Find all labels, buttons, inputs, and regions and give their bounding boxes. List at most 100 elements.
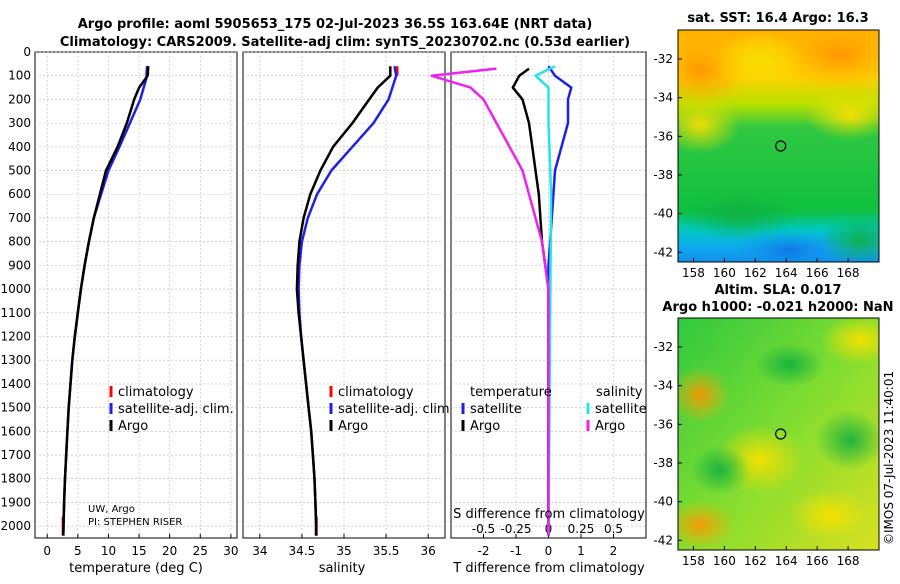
sst-map-frame <box>677 29 880 263</box>
salinity-legend: climatology satellite-adj. clim. Argo <box>329 385 454 434</box>
depth-tick-label: 1100 <box>0 306 31 320</box>
depth-tick-label: 700 <box>8 211 31 225</box>
s-difference-xlabel: S difference from climatology <box>453 507 645 522</box>
difference-legend: temperature satellite Argo salinity sate… <box>461 385 647 434</box>
latitude-tick-label: -42 <box>653 245 673 259</box>
temperature-axes <box>34 51 238 539</box>
depth-tick-label: 100 <box>8 69 31 83</box>
sla-map-frame <box>677 317 880 551</box>
x-tick-label: 0 <box>545 544 553 558</box>
x-tick-label: 35.5 <box>373 544 400 558</box>
salinity-argo-line <box>430 67 550 536</box>
depth-tick-label: 300 <box>8 116 31 130</box>
s-tick-label: 0.5 <box>604 522 623 536</box>
x-tick-label: 36 <box>421 544 436 558</box>
depth-tick-label: 800 <box>8 235 31 249</box>
longitude-tick-label: 158 <box>682 266 705 280</box>
legend-climatology-label: climatology <box>118 385 194 400</box>
sst-map-panel: sat. SST: 16.4 Argo: 16.3 158 160 162 164 16… <box>653 11 880 280</box>
sst-map-ticks: 158 160 162 164 166 168 -32 -34 -36 -38 -40 -42 <box>653 52 859 280</box>
latitude-tick-label: -32 <box>653 340 673 354</box>
x-tick-label: 35 <box>336 544 351 558</box>
longitude-tick-label: 158 <box>682 554 705 568</box>
difference-panel: -2 -1 0 1 2 -0.5 -0.25 0 0.25 0.5 S difference f… <box>430 51 647 576</box>
depth-tick-label: 1500 <box>0 401 31 415</box>
legend-salinity-title: salinity <box>596 385 643 400</box>
latitude-tick-label: -40 <box>653 495 673 509</box>
pi-annotation: PI: STEPHEN RISER <box>88 517 182 528</box>
legend-t-satellite-label: satellite <box>470 402 522 417</box>
latitude-tick-label: -32 <box>653 52 673 66</box>
legend-temperature-title: temperature <box>470 385 552 400</box>
temperature-grid <box>35 51 237 538</box>
legend-satellite-label: satellite-adj. clim. <box>118 402 234 417</box>
x-tick-label: 15 <box>131 544 146 558</box>
longitude-tick-label: 166 <box>806 266 829 280</box>
longitude-tick-label: 160 <box>713 266 736 280</box>
legend-climatology-label: climatology <box>338 385 414 400</box>
latitude-tick-label: -36 <box>653 129 673 143</box>
longitude-tick-label: 164 <box>775 266 798 280</box>
depth-tick-labels: 0 100 200 300 400 500 600 700 800 900 1000 1100 1200… <box>0 45 31 533</box>
x-tick-label: 25 <box>193 544 208 558</box>
x-tick-label: -1 <box>510 544 522 558</box>
latitude-tick-label: -38 <box>653 456 673 470</box>
temperature-panel: 0100200300400500600700800900100011001200… <box>0 45 238 576</box>
legend-s-satellite-label: satellite <box>595 402 647 417</box>
imos-watermark: ©IMOS 07-Jul-2023 11:40:01 <box>882 371 896 545</box>
salinity-tick-labels: 34 34.5 35 35.5 36 <box>252 544 436 558</box>
temperature-xlabel: temperature (deg C) <box>69 561 203 576</box>
salinity-satellite-line <box>534 65 556 536</box>
salinity-series <box>295 65 399 536</box>
longitude-tick-label: 168 <box>837 554 860 568</box>
sla-map-panel: Altim. SLA: 0.017 Argo h1000: -0.021 h20… <box>653 283 893 568</box>
depth-tick-label: 2000 <box>0 519 31 533</box>
sst-map-field <box>678 30 879 262</box>
depth-tick-label: 1400 <box>0 377 31 391</box>
difference-series <box>430 65 573 536</box>
salinity-panel: 34 34.5 35 35.5 36 salinity climatology sate… <box>242 51 454 576</box>
latitude-tick-label: -38 <box>653 168 673 182</box>
sla-map-ticks: 158 160 162 164 166 168 -32 -34 -36 -38 -40 -42 <box>653 340 859 568</box>
depth-tick-label: 1800 <box>0 472 31 486</box>
legend-s-argo-label: Argo <box>595 419 625 434</box>
x-tick-label: 20 <box>162 544 177 558</box>
depth-tick-label: 1200 <box>0 329 31 343</box>
temperature-tick-labels: 0 5 10 15 20 25 30 <box>43 544 238 558</box>
s-tick-label: -0.5 <box>472 522 495 536</box>
latitude-tick-label: -34 <box>653 379 673 393</box>
sla-map-field <box>678 318 879 550</box>
depth-tick-label: 500 <box>8 164 31 178</box>
sla-argo-position-marker <box>775 428 787 440</box>
longitude-tick-label: 162 <box>744 266 767 280</box>
legend-t-argo-label: Argo <box>470 419 500 434</box>
depth-tick-label: 1600 <box>0 424 31 438</box>
x-tick-label: 34 <box>252 544 267 558</box>
depth-tick-label: 1300 <box>0 353 31 367</box>
longitude-tick-label: 162 <box>744 554 767 568</box>
x-tick-label: 10 <box>101 544 116 558</box>
latitude-tick-label: -34 <box>653 91 673 105</box>
argo-line <box>295 66 392 536</box>
latitude-tick-label: -40 <box>653 207 673 221</box>
legend-satellite-label: satellite-adj. clim. <box>338 402 454 417</box>
argo-position-circle <box>775 140 787 152</box>
x-tick-label: 30 <box>223 544 238 558</box>
x-tick-label: 2 <box>610 544 618 558</box>
depth-tick-label: 600 <box>8 187 31 201</box>
longitude-tick-label: 164 <box>775 554 798 568</box>
depth-tick-label: 400 <box>8 140 31 154</box>
x-tick-label: -2 <box>478 544 490 558</box>
t-difference-tick-labels: -2 -1 0 1 2 <box>478 544 618 558</box>
latitude-tick-label: -42 <box>653 533 673 547</box>
sst-argo-position-marker <box>775 140 787 152</box>
temperature-legend: climatology satellite-adj. clim. Argo <box>109 385 234 434</box>
s-tick-label: -0.25 <box>500 522 531 536</box>
depth-tick-label: 0 <box>23 45 31 59</box>
s-tick-label: 0.25 <box>568 522 595 536</box>
legend-argo-label: Argo <box>118 419 148 434</box>
x-tick-label: 1 <box>577 544 585 558</box>
latitude-tick-label: -36 <box>653 417 673 431</box>
depth-tick-label: 200 <box>8 92 31 106</box>
longitude-tick-label: 160 <box>713 554 736 568</box>
